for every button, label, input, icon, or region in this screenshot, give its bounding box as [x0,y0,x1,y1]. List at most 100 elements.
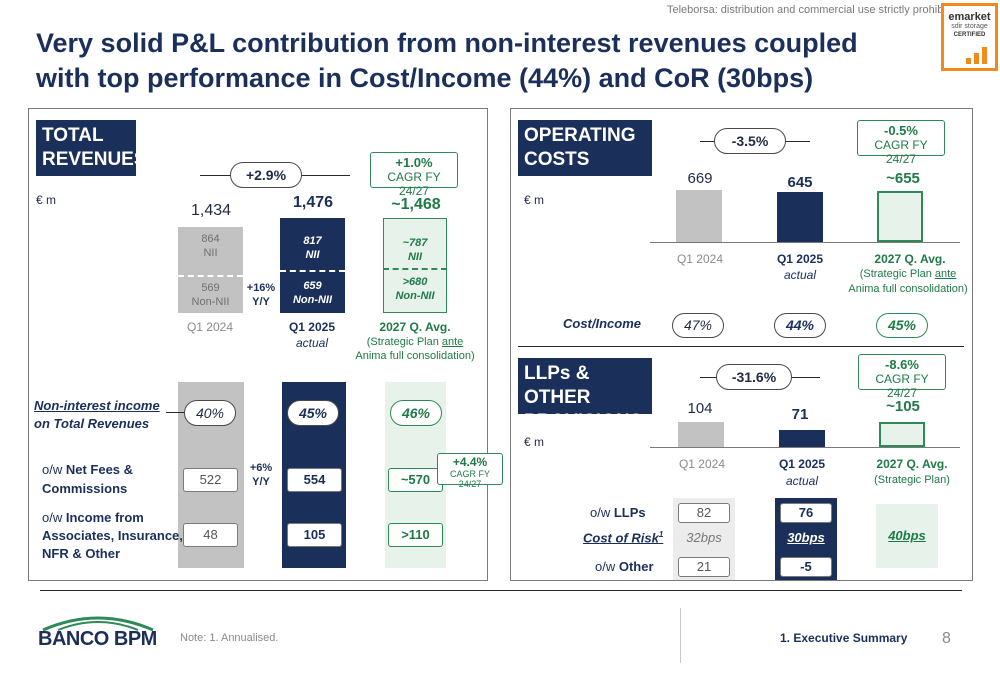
revenues-cagr-label: CAGR FY 24/27 [387,170,441,198]
cor-2024-value: 32bps [686,530,722,545]
badge-brand: emarket [948,11,991,23]
revenues-header-line2: REVENUES [42,149,147,170]
llps-2025-box: 76 [780,503,832,523]
rev-2025-total: 1,476 [292,194,334,211]
banco-bpm-logo-icon [42,616,154,632]
revenues-header-line1: TOTAL [42,125,104,146]
rev-plan-nonnii-label: Non-NII [395,290,435,302]
llp-bar-plan [879,422,925,447]
opex-sublabel-plan-ante: ante [934,268,957,280]
opex-header: OPERATING COSTS [518,120,652,176]
rev-2025-nonnii-value: 659 [303,280,322,292]
rev-2025-nonnii-label: Non-NII [292,294,333,306]
rev-plan-bar [383,218,447,313]
ci-2025-pill: 44% [774,313,826,338]
llp-bar-2025 [779,430,825,447]
badge-line2: sdir storage [951,23,988,30]
llps-row-label: o/w LLPs [590,505,646,520]
rev-label-2024: Q1 2024 [186,320,234,334]
emarket-badge: emarket sdir storage CERTIFIED [941,3,998,71]
llp-header: LLPs & OTHER PROVISIONS [518,358,652,432]
llp-header-line2: PROVISIONS [524,411,643,432]
rev-sublabel-plan: (Strategic Plan ante [345,336,485,348]
llp-cagr-value: -8.6% [885,357,919,372]
llps-label-bold: LLPs [613,505,646,520]
ratio-label-1: Non-interest income [34,398,160,413]
opex-label-2025: Q1 2025 [776,252,824,266]
opex-label-plan: 2027 Q. Avg. [874,252,946,266]
rev-2024-nonnii-label: Non-NII [191,296,230,308]
llp-sublabel-2025: actual [785,474,819,488]
ratio-2025-pill: 45% [287,400,339,426]
page-number: 8 [942,630,951,647]
llp-label-2024: Q1 2024 [678,457,726,471]
ratio-connector [166,412,188,413]
revenues-growth-pill: +2.9% [230,162,302,188]
llp-label-2025: Q1 2025 [778,457,826,471]
footnote-text: 1. Annualised. [209,632,279,644]
page-title: Very solid P&L contribution from non-int… [36,28,858,93]
other-label-bold: Other [618,559,654,574]
fees-label-2: Commissions [42,481,128,496]
rev-plan-total: ~1,468 [391,196,441,213]
llp-bar-2024 [678,422,724,447]
assoc-label-2: Associates, Insurance, [42,528,183,543]
opex-bar-2024 [676,190,722,242]
rev-2025-bar [280,218,345,313]
rev-sublabel-plan-ante: ante [441,336,464,348]
llp-value-2025: 71 [791,406,809,423]
assoc-2024-box: 48 [183,523,238,547]
llp-lower-col-plan [876,504,938,568]
fees-cagr-label: CAGR FY 24/27 [449,469,490,489]
cor-2025-value: 30bps [787,530,825,545]
fees-plan-box: ~570 [388,468,443,492]
footer-separator [680,608,681,663]
fees-cagr-value: +4.4% [452,455,488,469]
rev-plan-nii-value: ~787 [402,237,428,249]
llp-value-plan: ~105 [886,398,920,415]
badge-chart-icon [966,47,987,64]
rev-2024-divider [178,275,243,277]
llp-label-plan: 2027 Q. Avg. [876,457,948,471]
assoc-label-3: NFR & Other [42,546,120,561]
rev-label-plan: 2027 Q. Avg. [379,320,451,334]
footer-divider [40,590,962,591]
opex-growth-pill: -3.5% [714,128,786,154]
fees-label-bold: Net Fees & [65,462,134,477]
other-2024-box: 21 [678,557,730,577]
opex-baseline [650,242,960,243]
opex-sublabel-plan-2: Anima full consolidation) [848,283,968,295]
opex-value-2024: 669 [687,170,713,187]
badge-line3: CERTIFIED [953,32,986,38]
fees-2024-box: 522 [183,468,238,492]
opex-header-line2: COSTS [524,149,590,170]
opex-sublabel-2025: actual [783,268,817,282]
revenues-cagr-box: +1.0% CAGR FY 24/27 [370,152,458,198]
llp-growth-pill: -31.6% [716,364,792,390]
llp-cagr-label: CAGR FY 24/27 [875,372,929,400]
cor-label-text: Cost of Risk [583,530,659,546]
rev-2025-nii-value: 817 [303,235,322,247]
footnote-prefix: Note: [180,632,210,644]
rev-yy-label: Y/Y [252,296,270,308]
revenues-cagr-value: +1.0% [395,155,433,170]
llps-prefix: o/w [590,505,614,520]
opex-header-line1: OPERATING [524,125,636,146]
fees-cagr-box: +4.4% CAGR FY 24/27 [437,453,503,489]
opex-bar-2025 [777,192,823,242]
rev-2024-nii-label: NII [203,247,218,259]
ci-plan-pill: 45% [876,313,928,338]
rev-label-2025: Q1 2025 [288,320,336,334]
fees-prefix: o/w [42,462,66,477]
llp-value-2024: 104 [687,400,713,417]
costs-panel [510,108,973,581]
cor-footnote-marker: 1 [658,530,664,539]
opex-sublabel-plan: (Strategic Plan ante [838,268,978,280]
cor-label: Cost of Risk1 [583,530,663,545]
opex-cagr-box: -0.5% CAGR FY 24/27 [857,120,945,166]
assoc-label-1: o/w Income from [42,510,144,525]
ci-2024-pill: 47% [672,313,724,338]
opex-cagr-label: CAGR FY 24/27 [874,138,928,166]
llp-cagr-box: -8.6% CAGR FY 24/27 [858,354,946,400]
opex-value-2025: 645 [787,174,813,191]
